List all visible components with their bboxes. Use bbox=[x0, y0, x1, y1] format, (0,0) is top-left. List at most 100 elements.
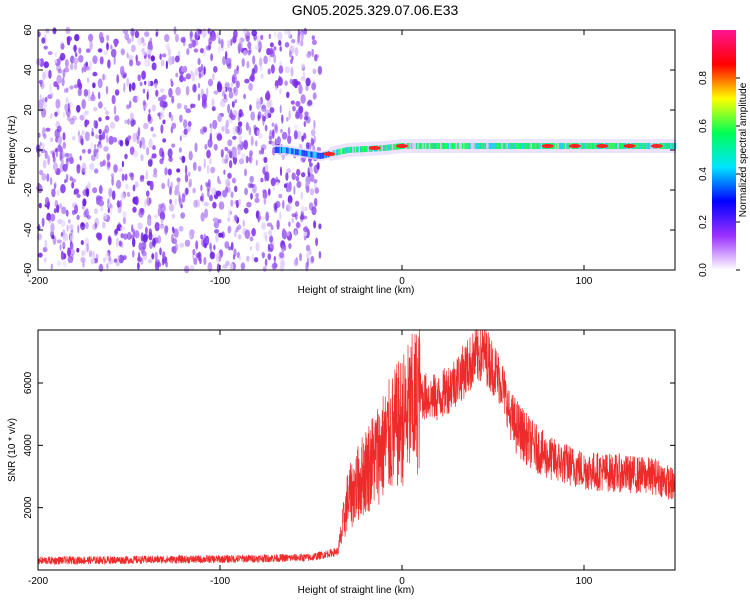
noise-speckle bbox=[132, 250, 135, 258]
noise-speckle bbox=[142, 143, 146, 150]
band-core bbox=[639, 143, 641, 149]
noise-speckle bbox=[145, 226, 148, 235]
noise-speckle bbox=[115, 261, 120, 267]
noise-speckle bbox=[106, 42, 109, 51]
noise-speckle bbox=[250, 111, 255, 121]
noise-speckle bbox=[189, 229, 195, 236]
band-core bbox=[312, 151, 315, 158]
noise-speckle bbox=[295, 109, 301, 119]
band-core bbox=[617, 143, 619, 149]
noise-speckle bbox=[213, 66, 218, 73]
band-core bbox=[393, 144, 395, 150]
noise-speckle bbox=[132, 132, 137, 143]
band-core bbox=[315, 152, 317, 159]
noise-speckle bbox=[61, 206, 67, 215]
noise-speckle bbox=[200, 212, 205, 222]
noise-speckle bbox=[141, 250, 147, 257]
colorbar-tick-label: 0.0 bbox=[698, 263, 709, 277]
noise-speckle bbox=[96, 148, 99, 153]
noise-speckle bbox=[162, 251, 166, 260]
band-core bbox=[296, 149, 298, 156]
noise-speckle bbox=[162, 138, 167, 143]
noise-speckle bbox=[141, 70, 147, 80]
noise-speckle bbox=[249, 236, 254, 242]
noise-speckle bbox=[128, 83, 132, 92]
noise-speckle bbox=[268, 98, 273, 109]
band-core bbox=[431, 143, 433, 149]
noise-speckle bbox=[38, 132, 41, 138]
noise-speckle bbox=[81, 99, 86, 110]
noise-speckle bbox=[98, 199, 104, 207]
noise-speckle bbox=[74, 34, 80, 42]
band-core bbox=[561, 143, 563, 149]
noise-speckle bbox=[285, 204, 291, 212]
band-core bbox=[293, 148, 296, 155]
noise-speckle bbox=[227, 103, 231, 114]
band-core bbox=[670, 143, 673, 149]
noise-speckle bbox=[91, 131, 95, 137]
noise-speckle bbox=[312, 92, 317, 100]
noise-speckle bbox=[126, 104, 130, 110]
band-core bbox=[388, 144, 390, 151]
noise-speckle bbox=[80, 257, 86, 263]
band-core bbox=[506, 143, 509, 149]
noise-speckle bbox=[105, 85, 109, 95]
noise-speckle bbox=[300, 94, 306, 104]
noise-speckle bbox=[264, 109, 270, 119]
noise-speckle bbox=[62, 241, 66, 248]
noise-speckle bbox=[146, 146, 150, 156]
noise-speckle bbox=[294, 124, 298, 129]
band-core bbox=[394, 143, 396, 150]
noise-speckle bbox=[76, 104, 81, 113]
noise-speckle bbox=[244, 229, 251, 239]
noise-speckle bbox=[127, 135, 132, 141]
band-core bbox=[640, 143, 642, 149]
noise-speckle bbox=[272, 129, 275, 139]
noise-speckle bbox=[191, 72, 195, 82]
noise-speckle bbox=[181, 193, 186, 203]
band-core bbox=[455, 143, 458, 149]
band-core bbox=[365, 146, 367, 152]
band-core bbox=[362, 146, 365, 153]
band-core bbox=[519, 143, 521, 149]
noise-speckle bbox=[224, 124, 229, 130]
band-core bbox=[438, 143, 441, 149]
noise-speckle bbox=[186, 48, 190, 56]
noise-speckle bbox=[195, 28, 201, 38]
noise-speckle bbox=[313, 220, 317, 229]
noise-speckle bbox=[195, 240, 199, 250]
noise-speckle bbox=[265, 171, 270, 182]
noise-speckle bbox=[153, 168, 158, 175]
noise-speckle bbox=[288, 221, 291, 227]
band-core bbox=[616, 143, 618, 149]
noise-speckle bbox=[236, 65, 239, 71]
noise-speckle bbox=[76, 193, 81, 198]
noise-speckle bbox=[287, 201, 293, 212]
noise-speckle bbox=[41, 108, 47, 118]
noise-speckle bbox=[86, 215, 91, 220]
noise-speckle bbox=[116, 237, 120, 243]
noise-speckle bbox=[268, 135, 273, 141]
band-core bbox=[347, 147, 349, 153]
noise-speckle bbox=[41, 37, 46, 44]
noise-speckle bbox=[131, 44, 136, 53]
noise-speckle bbox=[281, 114, 284, 124]
snr-background bbox=[38, 330, 675, 570]
noise-speckle bbox=[52, 162, 58, 172]
noise-speckle bbox=[185, 73, 191, 80]
noise-speckle bbox=[118, 254, 124, 264]
noise-speckle bbox=[108, 187, 113, 198]
band-core bbox=[310, 151, 312, 158]
noise-speckle bbox=[93, 148, 97, 157]
band-core bbox=[665, 143, 668, 149]
y-tick-label: 40 bbox=[23, 64, 34, 76]
noise-speckle bbox=[120, 192, 126, 201]
noise-speckle bbox=[178, 225, 184, 232]
noise-speckle bbox=[148, 108, 151, 114]
noise-speckle bbox=[216, 31, 220, 40]
band-core bbox=[554, 143, 557, 149]
noise-speckle bbox=[303, 27, 308, 35]
noise-speckle bbox=[168, 87, 173, 98]
noise-speckle bbox=[284, 66, 290, 74]
noise-speckle bbox=[309, 188, 315, 196]
